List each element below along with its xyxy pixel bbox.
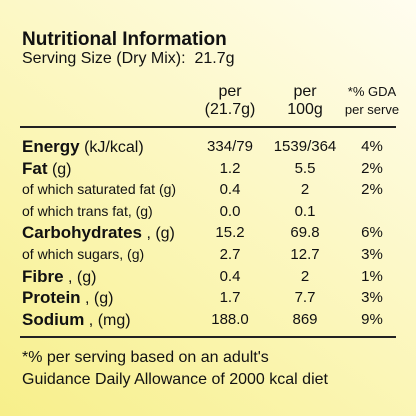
title: Nutritional Information [22, 29, 227, 50]
cell-value: 3% [361, 246, 383, 263]
column-header: 100g [287, 101, 323, 118]
cell-value: 1.7 [219, 289, 241, 307]
row-label: of which sugars, (g) [22, 247, 144, 261]
cell-value: 7.7 [294, 289, 316, 307]
nutrient-unit: , (g) [68, 268, 97, 286]
row-label: of which trans fat, (g) [22, 204, 153, 218]
column-header: per [218, 83, 242, 100]
nutrient-name: Carbohydrates [22, 223, 142, 243]
cell-value: 15.2 [215, 224, 245, 242]
column-header: per serve [344, 102, 400, 117]
cell-value: 334/79 [207, 138, 253, 155]
cell-value: 12.7 [290, 246, 320, 263]
footnote: Guidance Daily Allowance of 2000 kcal di… [22, 371, 328, 388]
cell-value: 9% [361, 310, 383, 328]
nutrient-unit: , (g) [146, 225, 175, 243]
column-header: per [293, 83, 317, 100]
cell-value: 0.4 [219, 181, 241, 199]
nutrient-name: Energy [22, 137, 80, 156]
cell-value: 0.1 [294, 202, 316, 220]
cell-value: 0.0 [219, 202, 241, 220]
nutrient-unit: (kJ/kcal) [84, 139, 144, 156]
row-label: Fat (g) [22, 160, 72, 178]
nutrient-name: of which saturated fat (g) [22, 181, 177, 198]
cell-value: 4% [361, 138, 383, 155]
nutrient-unit: , (g) [85, 290, 114, 308]
divider [20, 336, 396, 338]
cell-value: 5.5 [294, 159, 316, 177]
divider [20, 126, 396, 128]
serving-value: 21.7g [194, 50, 235, 67]
cell-value: 3% [361, 289, 383, 307]
cell-value: 1.2 [219, 159, 241, 177]
row-label: Energy (kJ/kcal) [22, 138, 144, 156]
cell-value: 1539/364 [273, 138, 337, 155]
cell-value: 6% [361, 224, 383, 242]
cell-value: 188.0 [211, 310, 249, 328]
row-label: Sodium , (mg) [22, 311, 131, 329]
row-label: Fibre , (g) [22, 268, 96, 286]
nutrient-name: of which sugars, (g) [22, 246, 145, 262]
nutrient-name: Protein [22, 288, 81, 308]
serving-size: Serving Size (Dry Mix): 21.7g [22, 51, 235, 67]
nutrient-name: Fat [22, 158, 48, 178]
nutrient-name: of which trans fat, (g) [22, 202, 153, 219]
cell-value: 2% [361, 159, 383, 177]
column-header: (21.7g) [204, 101, 256, 118]
row-label: of which saturated fat (g) [22, 182, 176, 196]
row-label: Carbohydrates , (g) [22, 224, 175, 242]
cell-value: 2 [300, 181, 310, 199]
nutrient-unit: (g) [51, 160, 72, 178]
nutrient-unit: , (mg) [88, 311, 131, 329]
cell-value: 1% [361, 267, 383, 285]
cell-value: 2 [300, 267, 310, 285]
footnote: *% per serving based on an adult's [22, 349, 269, 366]
serving-label: Serving Size (Dry Mix): [22, 50, 186, 67]
nutrient-name: Sodium [22, 309, 85, 329]
nutrient-name: Fibre [22, 266, 64, 286]
row-label: Protein , (g) [22, 289, 113, 307]
cell-value: 69.8 [290, 224, 320, 242]
cell-value: 0.4 [219, 267, 241, 285]
cell-value: 2.7 [219, 246, 241, 263]
cell-value: 869 [292, 310, 318, 328]
cell-value: 2% [361, 181, 383, 199]
column-header: *% GDA [347, 84, 397, 99]
